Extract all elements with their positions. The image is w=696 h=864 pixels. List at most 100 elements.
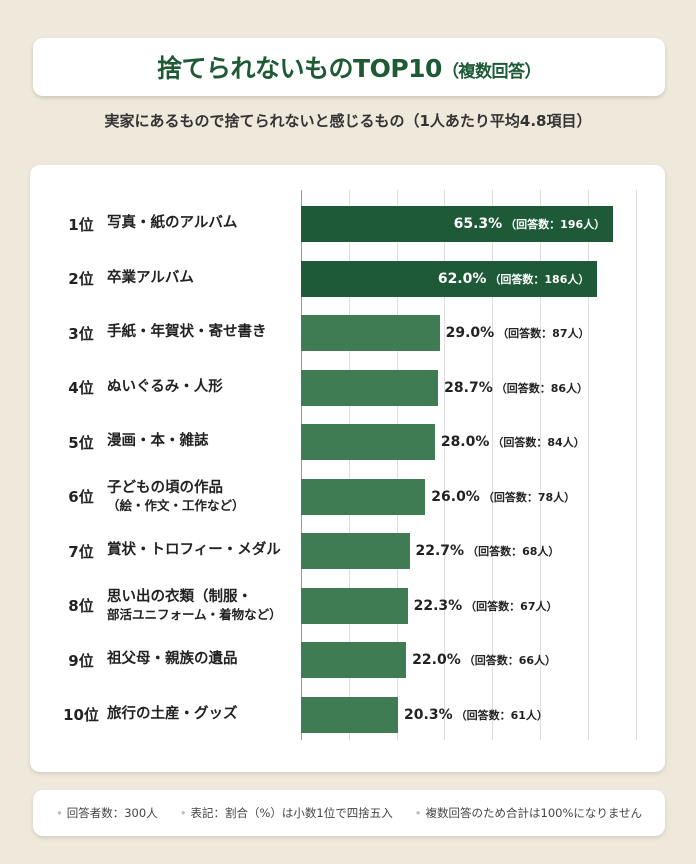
bar-row: 7位 賞状・トロフィー・メダル 22.7% （回答数：68人） (0, 533, 696, 569)
count-label: （回答数：61人） (455, 708, 548, 722)
footer-note: 回答者数：300人 (56, 805, 158, 821)
percent-label: 22.7% (415, 543, 465, 559)
gridline (540, 190, 541, 740)
bar (301, 478, 426, 515)
category-label: 思い出の衣類（制服・ 部活ユニフォーム・着物など） (107, 588, 297, 624)
rank-label: 7位 (68, 542, 94, 561)
bar-row: 1位 写真・紙のアルバム 65.3% （回答数：196人） (0, 206, 696, 242)
category-label: 手紙・年賀状・寄せ書き (107, 315, 297, 351)
percent-label: 62.0% (437, 270, 487, 287)
count-label: （回答数：186人） (489, 272, 590, 286)
category-label: 卒業アルバム (107, 261, 297, 297)
value-label: 20.3% （回答数：61人） (404, 697, 548, 733)
rank-label: 5位 (68, 433, 94, 452)
count-label: （回答数：86人） (495, 381, 589, 395)
percent-label: 26.0% (431, 488, 480, 505)
value-label: 22.7% （回答数：68人） (416, 533, 560, 569)
bar (301, 642, 407, 678)
value-label: 28.7% （回答数：86人） (444, 370, 588, 406)
gridline (635, 190, 637, 740)
footer-note: 複数回答のため合計は100%になりません (415, 805, 643, 821)
chart-title: 捨てられないものTOP10（複数回答） (157, 49, 541, 85)
footer-note: 表記：割合（%）は小数1位で四捨五入 (180, 805, 392, 821)
count-label: （回答数：67人） (465, 599, 558, 613)
bar (301, 260, 598, 297)
bar-row: 6位 子どもの頃の作品 （絵・作文・工作など） 26.0% （回答数：78人） (0, 478, 696, 515)
value-label: 62.0% （回答数：186人） (438, 261, 590, 297)
chart-subtitle: 実家にあるもので捨てられないと感じるもの（1人あたり平均4.8項目） (104, 112, 592, 130)
count-label: （回答数：84人） (492, 436, 585, 449)
value-label: 22.0% （回答数：66人） (412, 642, 556, 678)
percent-label: 22.3% (413, 597, 463, 614)
bar-row: 5位 漫画・本・雑誌 28.0% （回答数：84人） (0, 424, 696, 460)
chart-card (30, 165, 665, 772)
bar-row: 4位 ぬいぐるみ・人形 28.7% （回答数：86人） (0, 369, 696, 406)
category-label: 賞状・トロフィー・メダル (107, 533, 297, 569)
bar-row: 8位 思い出の衣類（制服・ 部活ユニフォーム・着物など） 22.3% （回答数：67人） (0, 587, 696, 624)
bar (301, 369, 439, 406)
gridline (396, 190, 398, 740)
category-label: 写真・紙のアルバム (107, 206, 297, 242)
percent-label: 28.7% (444, 379, 493, 396)
rank-label: 2位 (68, 270, 94, 288)
percent-label: 22.0% (412, 652, 461, 668)
bar-row: 2位 卒業アルバム 62.0% （回答数：186人） (0, 260, 696, 297)
rank-label: 8位 (68, 597, 94, 615)
bar (301, 587, 408, 624)
bar-row: 3位 手紙・年賀状・寄せ書き 29.0% （回答数：87人） (0, 315, 696, 351)
bar-row: 10位 旅行の土産・グッズ 20.3% （回答数：61人） (0, 696, 696, 733)
bar (301, 696, 399, 733)
category-label-line1: 卒業アルバム (107, 269, 194, 286)
value-label: 26.0% （回答数：78人） (431, 479, 575, 515)
y-axis-line (301, 190, 302, 740)
gridline (444, 190, 446, 740)
percent-label: 65.3% (453, 216, 503, 232)
title-main: 捨てられないものTOP10 (157, 54, 442, 83)
category-label: 祖父母・親族の遺品 (107, 642, 297, 678)
category-label-line2: 部活ユニフォーム・着物など） (107, 606, 282, 622)
footer-notes: 回答者数：300人 表記：割合（%）は小数1位で四捨五入 複数回答のため合計は1… (33, 790, 665, 836)
rank-label: 9位 (68, 651, 94, 670)
category-label-line1: 祖父母・親族の遺品 (107, 651, 238, 668)
bar-row: 9位 祖父母・親族の遺品 22.0% （回答数：66人） (0, 642, 696, 678)
category-label-line1: 手紙・年賀状・寄せ書き (107, 324, 267, 341)
bar (301, 533, 410, 569)
category-label: ぬいぐるみ・人形 (107, 370, 297, 406)
bar (301, 424, 435, 460)
gridline (492, 190, 494, 740)
category-label: 子どもの頃の作品 （絵・作文・工作など） (107, 479, 297, 515)
rank-label: 1位 (68, 215, 94, 234)
value-label: 65.3% （回答数：196人） (454, 206, 606, 242)
gridline (348, 190, 350, 740)
value-label: 22.3% （回答数：67人） (414, 588, 558, 624)
rank-label: 6位 (68, 488, 94, 506)
value-label: 29.0% （回答数：87人） (446, 315, 590, 351)
category-label-line1: 賞状・トロフィー・メダル (107, 542, 281, 559)
category-label-line2: （絵・作文・工作など） (107, 497, 245, 513)
count-label: （回答数：68人） (467, 545, 560, 558)
category-label: 旅行の土産・グッズ (107, 697, 297, 733)
category-label-line1: 子どもの頃の作品 (107, 480, 223, 497)
bar (301, 206, 614, 242)
count-label: （回答数：78人） (482, 490, 576, 504)
rank-label: 4位 (68, 379, 94, 397)
category-label: 漫画・本・雑誌 (107, 424, 297, 460)
count-label: （回答数：87人） (497, 327, 590, 340)
category-label-line1: 写真・紙のアルバム (107, 215, 238, 232)
category-label-line1: ぬいぐるみ・人形 (107, 378, 223, 395)
percent-label: 29.0% (445, 325, 495, 341)
percent-label: 20.3% (404, 706, 453, 723)
category-label-line1: 漫画・本・雑誌 (107, 433, 209, 450)
rank-label: 10位 (63, 706, 99, 724)
rank-label: 3位 (68, 324, 94, 343)
count-label: （回答数：196人） (505, 218, 606, 231)
title-suffix: （複数回答） (441, 62, 542, 82)
gridline (587, 190, 589, 740)
category-label-line1: 思い出の衣類（制服・ (107, 589, 252, 606)
title-box: 捨てられないものTOP10（複数回答） (33, 38, 665, 96)
value-label: 28.0% （回答数：84人） (441, 424, 585, 460)
category-label-line1: 旅行の土産・グッズ (107, 705, 238, 722)
count-label: （回答数：66人） (463, 654, 557, 667)
percent-label: 28.0% (440, 434, 490, 450)
bar (301, 315, 440, 351)
